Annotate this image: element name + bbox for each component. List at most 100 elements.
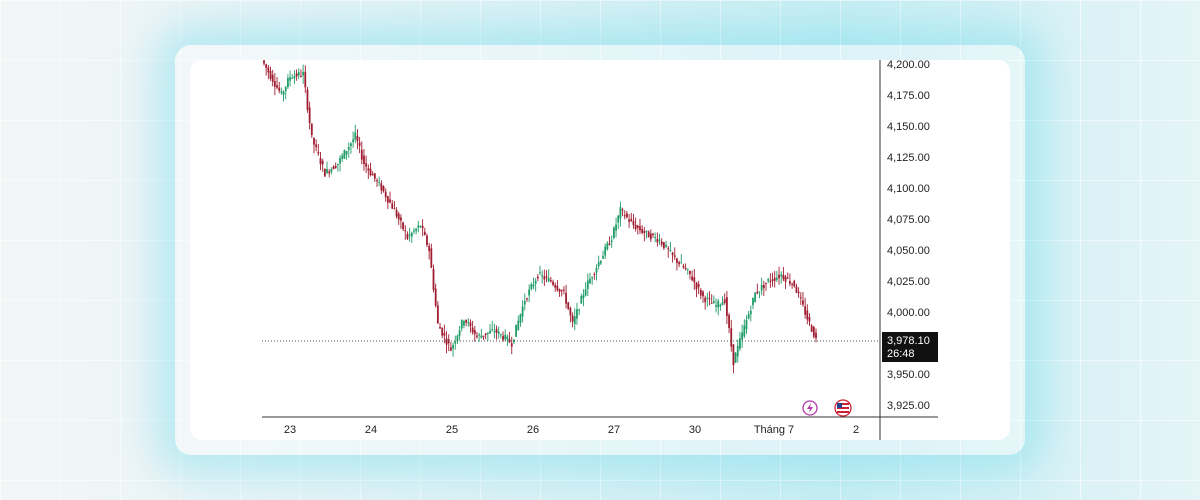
candle-body [604, 246, 607, 256]
candle-body [602, 255, 604, 259]
candle-body [439, 326, 441, 329]
candle-body [536, 276, 539, 279]
candle-body [273, 81, 276, 87]
candle-body [662, 242, 665, 249]
candle-body [676, 258, 678, 263]
x-tick-label: 26 [527, 424, 539, 436]
candle-body [732, 344, 735, 366]
candle-body [597, 262, 600, 267]
candle-body [626, 213, 628, 218]
candle-body [591, 277, 594, 279]
lightning-icon[interactable] [802, 400, 818, 416]
candle-body [608, 243, 611, 245]
candle-body [319, 158, 322, 165]
y-tick-label: 4,200.00 [887, 60, 930, 71]
candle-body [393, 208, 396, 210]
candle-body [745, 320, 748, 330]
candle-body [682, 265, 685, 268]
candle-body [630, 218, 633, 221]
candle-body [306, 89, 309, 110]
candle-body [489, 330, 491, 334]
candle-body [667, 248, 670, 250]
candle-body [426, 235, 428, 245]
candle-body [323, 168, 326, 177]
candle-body [623, 215, 626, 217]
candlestick-chart: 4,200.00 4,175.00 4,150.00 4,125.00 4,100.00… [262, 60, 938, 440]
candle-body [482, 335, 485, 337]
candle-body [360, 149, 363, 160]
candle-body [300, 75, 302, 77]
candle-body [730, 328, 733, 347]
price-badge-value: 3,978.10 [887, 335, 930, 347]
candle-body [504, 334, 507, 340]
y-tick-label: 4,175.00 [887, 90, 930, 102]
y-tick-label: 3,950.00 [887, 369, 930, 381]
y-tick-label: 4,150.00 [887, 121, 930, 133]
y-tick-label: 4,050.00 [887, 245, 930, 257]
candle-body [812, 326, 815, 337]
candle-body [499, 334, 502, 336]
candle-body [739, 338, 741, 349]
candle-body [345, 151, 348, 155]
candle-body [545, 276, 548, 278]
candle-body [636, 225, 639, 228]
candle-body [691, 276, 694, 281]
candle-body [695, 282, 698, 290]
candle-body [313, 137, 315, 145]
candle-body [708, 298, 711, 300]
candle-body [417, 225, 420, 228]
candle-body [710, 302, 713, 304]
candle-body [287, 78, 289, 87]
candle-body [723, 299, 726, 303]
candle-body [330, 169, 333, 172]
x-tick-label: 24 [365, 424, 377, 436]
candle-body [543, 276, 546, 280]
x-tick-label: 27 [608, 424, 620, 436]
candle-body [495, 328, 498, 333]
candle-body [799, 297, 802, 299]
x-tick-label: 2 [853, 424, 859, 436]
candle-body [610, 240, 613, 243]
candle-body [784, 276, 787, 282]
candle-body [315, 144, 318, 148]
candle-body [445, 338, 448, 345]
candle-body [269, 70, 272, 79]
candle-body [680, 262, 683, 264]
candle-body [806, 310, 809, 320]
x-tick-label: 30 [689, 424, 701, 436]
candle-body [328, 171, 331, 174]
candle-body [389, 199, 391, 203]
candle-body [715, 305, 717, 307]
candle-body [521, 306, 524, 317]
candle-body [721, 302, 724, 306]
candle-body [619, 207, 622, 219]
candle-body [556, 285, 559, 291]
candle-body [647, 231, 650, 238]
candle-body [584, 289, 587, 296]
candle-body [706, 297, 709, 299]
us-flag-icon[interactable] [834, 399, 852, 417]
candle-body [476, 335, 478, 337]
candle-body [673, 255, 676, 257]
candle-body [365, 163, 368, 167]
candle-body [665, 244, 667, 247]
candle-body [406, 234, 409, 239]
candle-body [297, 72, 300, 76]
candle-body [358, 142, 361, 146]
candle-body [430, 248, 433, 268]
candle-body [578, 309, 581, 311]
candle-body [310, 123, 313, 136]
candle-body [654, 237, 657, 239]
candle-body [380, 183, 383, 191]
candle-body [371, 173, 374, 176]
candle-body [773, 277, 776, 281]
candle-body [810, 325, 813, 332]
candle-body [326, 169, 328, 173]
y-tick-label: 4,100.00 [887, 183, 930, 195]
candle-body [563, 289, 565, 291]
candle-body [391, 203, 394, 209]
candle-body [386, 196, 389, 203]
candle-body [634, 224, 637, 230]
candle-body [573, 316, 576, 325]
candle-body [789, 280, 791, 284]
